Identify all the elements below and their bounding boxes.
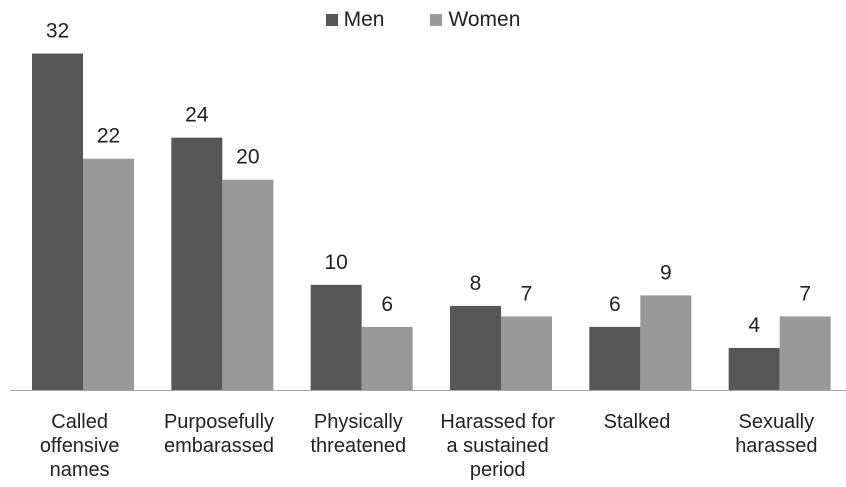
data-label-men-3: 8 (470, 272, 482, 295)
data-label-men-5: 4 (748, 314, 760, 337)
bar-men-2 (311, 285, 362, 390)
data-label-men-2: 10 (324, 251, 347, 274)
data-label-women-0: 22 (97, 125, 120, 148)
category-label-0: Called offensive names (5, 410, 155, 482)
data-label-women-5: 7 (799, 282, 811, 305)
category-label-1: Purposefully embarassed (144, 410, 294, 458)
data-label-women-4: 9 (660, 261, 672, 284)
bar-men-4 (589, 327, 640, 390)
category-label-2: Physically threatened (283, 410, 433, 458)
data-label-women-2: 6 (381, 293, 393, 316)
bar-men-3 (450, 306, 501, 390)
data-label-men-1: 24 (185, 104, 209, 127)
bar-women-2 (362, 327, 413, 390)
bar-men-1 (171, 138, 222, 390)
category-label-4: Stalked (562, 410, 712, 434)
data-label-men-0: 32 (46, 20, 69, 43)
bar-women-1 (222, 180, 273, 390)
bar-women-3 (501, 316, 552, 390)
data-label-men-4: 6 (609, 293, 621, 316)
bar-women-0 (83, 159, 134, 390)
category-label-5: Sexually harassed (701, 410, 846, 458)
bar-men-5 (729, 348, 780, 390)
bar-men-0 (32, 54, 83, 390)
bar-women-5 (780, 316, 831, 390)
data-label-women-1: 20 (236, 146, 259, 169)
category-label-3: Harassed for a sustained period (423, 410, 573, 482)
data-label-women-3: 7 (521, 282, 533, 305)
bar-women-4 (640, 295, 691, 390)
